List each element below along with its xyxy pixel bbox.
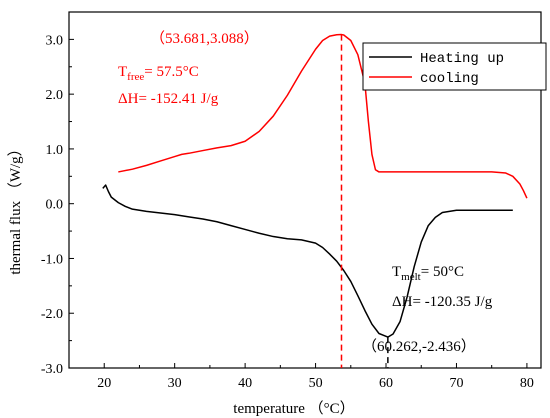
t-free-main: T	[118, 64, 127, 80]
legend: Heating up cooling	[362, 42, 547, 91]
x-tick-label: 50	[309, 376, 323, 391]
heating-peak-label: （60.262,-2.436）	[362, 338, 476, 355]
x-tick-label: 60	[379, 376, 393, 391]
y-tick-label: -2.0	[41, 307, 63, 322]
t-melt-value: = 50°C	[421, 264, 464, 280]
series-layer	[102, 33, 528, 338]
t-free-sub: free	[127, 71, 144, 83]
t-melt-sub: melt	[401, 271, 421, 283]
marker-layer	[340, 34, 389, 368]
x-tick-label: 40	[238, 376, 252, 391]
y-tick-label: 1.0	[46, 143, 64, 158]
plot-area-border	[68, 11, 542, 369]
t-free-label: Tfree= 57.5°C	[118, 64, 199, 83]
x-tick-label: 20	[97, 376, 111, 391]
x-axis-ticks: 20 30 40 50 60 70 80	[97, 363, 534, 391]
y-tick-label: -3.0	[41, 362, 63, 377]
y-tick-label: 2.0	[46, 88, 64, 103]
legend-box	[362, 42, 547, 91]
y-tick-label: -1.0	[41, 252, 63, 267]
y-axis-ticks: -3.0 -2.0 -1.0 0.0 1.0 2.0 3.0	[41, 33, 74, 377]
legend-label-cooling: cooling	[420, 71, 479, 87]
cooling-peak-label: （53.681,3.088）	[150, 30, 259, 47]
x-axis-title: temperature （°C）	[233, 400, 354, 417]
t-melt-main: T	[392, 264, 401, 280]
x-tick-label: 80	[520, 376, 534, 391]
y-axis-title: thermal flux （W/g）	[7, 141, 24, 274]
y-tick-label: 3.0	[46, 33, 64, 48]
series-line-cooling	[118, 33, 528, 199]
t-melt-label: Tmelt= 50°C	[392, 264, 464, 283]
y-tick-label: 0.0	[46, 198, 64, 213]
t-free-value: = 57.5°C	[144, 64, 198, 80]
dh-heating-label: ΔH= -120.35 J/g	[392, 294, 493, 310]
dh-cooling-label: ΔH= -152.41 J/g	[118, 91, 219, 107]
plot-frame	[68, 11, 542, 369]
x-tick-label: 70	[449, 376, 463, 391]
series-line-heating-up	[102, 184, 513, 338]
x-tick-label: 30	[168, 376, 182, 391]
legend-label-heating: Heating up	[420, 51, 504, 67]
